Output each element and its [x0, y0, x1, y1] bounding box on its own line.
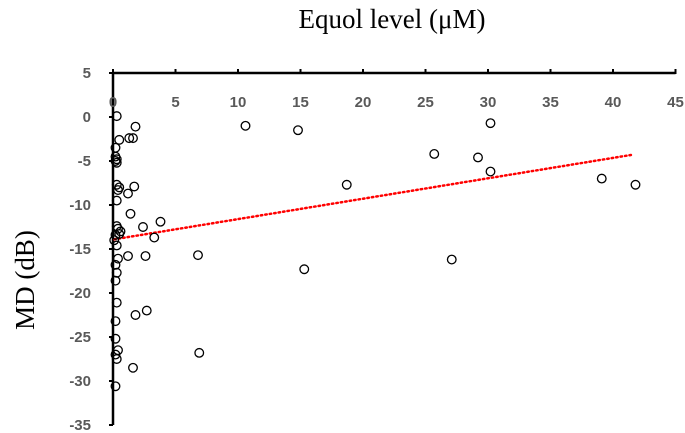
data-point [114, 229, 125, 239]
data-point [429, 149, 440, 159]
data-point [111, 240, 122, 251]
data-point [113, 223, 123, 234]
data-point [128, 133, 138, 144]
data-point [110, 316, 121, 327]
data-point [113, 185, 123, 195]
data-point [140, 251, 151, 261]
data-point [125, 208, 136, 219]
y-tick-label: -25 [69, 329, 91, 346]
trendline [113, 153, 633, 241]
data-point [130, 310, 141, 320]
data-point [596, 173, 607, 184]
data-point [129, 181, 140, 192]
data-point [155, 216, 166, 227]
data-point [111, 157, 122, 168]
data-point [149, 232, 160, 243]
data-point [111, 179, 122, 190]
data-point [113, 253, 123, 264]
data-point [124, 133, 135, 144]
y-tick-label: -20 [69, 285, 91, 302]
data-point [111, 111, 122, 122]
x-tick-label: 25 [417, 94, 434, 111]
x-tick-label: 30 [480, 94, 497, 111]
x-tick-label: 35 [542, 94, 559, 111]
y-axis-label: MD (dB) [10, 230, 40, 330]
y-tick-label: -10 [69, 197, 91, 214]
data-point [293, 125, 303, 136]
x-tick-label: 5 [171, 94, 179, 111]
x-tick-label: 45 [667, 94, 684, 111]
data-point [110, 381, 121, 392]
data-point [141, 305, 152, 316]
x-tick-label: 10 [230, 94, 247, 111]
y-tick-label: -5 [78, 153, 91, 170]
data-point [341, 179, 352, 190]
x-tick-label: 15 [292, 94, 309, 111]
data-point [111, 195, 122, 206]
data-point [110, 275, 121, 286]
data-point [110, 229, 121, 240]
data-point [128, 362, 138, 373]
data-point [138, 222, 148, 232]
y-tick-label: 5 [83, 65, 91, 82]
data-point [109, 235, 120, 246]
data-point [114, 134, 125, 145]
x-tick-label: 40 [605, 94, 622, 111]
data-point [193, 250, 203, 261]
data-point [111, 154, 122, 165]
data-point [130, 121, 141, 132]
y-tick-label: -15 [69, 241, 91, 258]
x-tick-label: 0 [109, 94, 117, 111]
data-point [110, 156, 121, 166]
x-tick-label: 20 [355, 94, 372, 111]
data-point [194, 347, 205, 358]
y-tick-label: 0 [83, 109, 91, 126]
data-point [630, 179, 641, 190]
data-point [485, 166, 496, 177]
data-point [473, 152, 483, 163]
y-tick-label: -35 [69, 417, 91, 433]
data-point [299, 264, 310, 275]
data-point [111, 297, 122, 308]
data-point [111, 354, 122, 364]
data-point [485, 118, 496, 129]
data-point [110, 333, 121, 344]
data-point [123, 188, 133, 199]
data-point [123, 251, 133, 261]
data-point [240, 120, 251, 131]
data-point [446, 254, 457, 265]
chart-title: Equol level (μM) [299, 4, 486, 34]
data-point [110, 349, 121, 360]
y-tick-label: -30 [69, 373, 91, 390]
